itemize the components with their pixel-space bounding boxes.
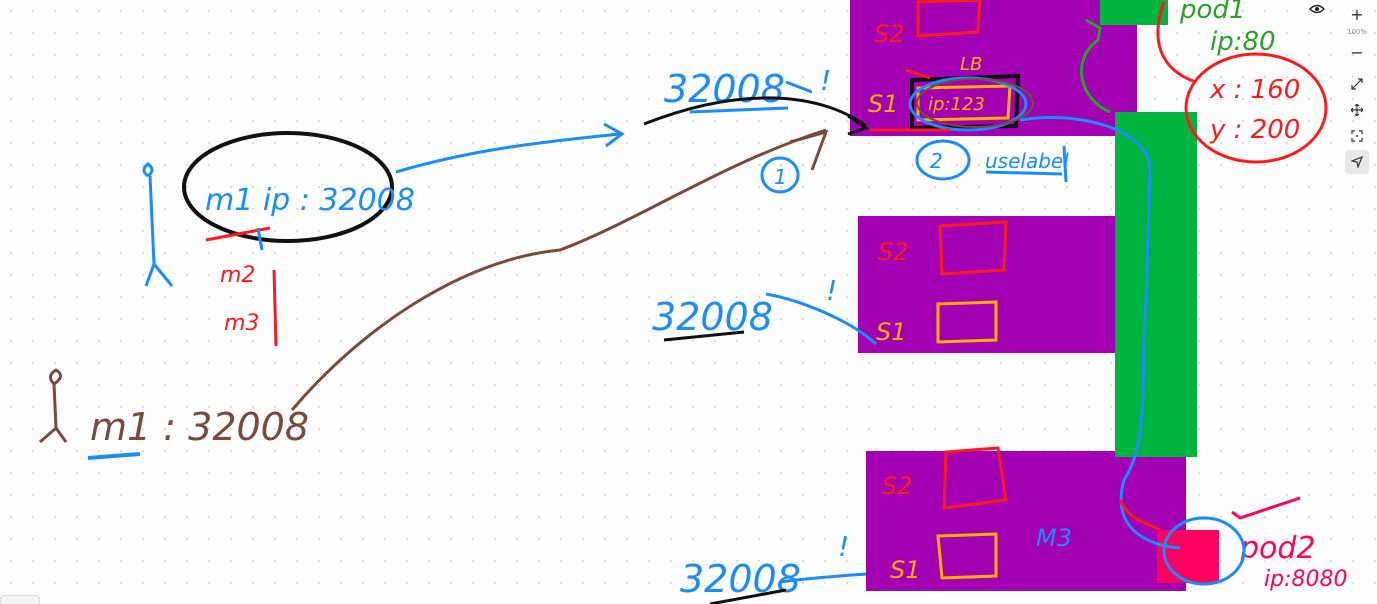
node1-lb-label: LB [960, 54, 982, 75]
pod1-y: y : 200 [1209, 115, 1300, 145]
node3-port-label: 32008 [680, 557, 801, 601]
eye-icon [1309, 4, 1325, 14]
visibility-toggle[interactable] [1305, 0, 1329, 18]
minus-icon: − [1350, 42, 1364, 62]
client2-underline [87, 452, 141, 460]
fullscreen-button[interactable] [1345, 72, 1369, 96]
client1-blue-tick [256, 227, 264, 251]
node3-name-label: M3 [1036, 524, 1072, 552]
expand-icon [1351, 78, 1363, 90]
circle-1-label: 1 [774, 165, 787, 189]
client1-stick-figure [142, 162, 174, 287]
pod1-x: x : 160 [1209, 75, 1300, 105]
pod2-ip: ip:8080 [1264, 567, 1347, 592]
node2-port-to-s1 [765, 292, 878, 346]
zoom-out-button[interactable]: − [1345, 40, 1369, 64]
node3-red-flow [1118, 499, 1161, 532]
circle-2-label: 2 [930, 149, 943, 173]
move-icon [1351, 104, 1363, 116]
node3-s1-label: S1 [890, 556, 921, 584]
plus-icon: + [1350, 4, 1364, 24]
client2-to-node1-arrow [290, 128, 829, 411]
pod2-check [1231, 496, 1301, 520]
zoom-toolbar: + 100% − [1337, 0, 1377, 180]
pointer-icon [1351, 156, 1363, 168]
node1-ip-label: ip:123 [928, 94, 985, 115]
node3-s1-box [936, 532, 998, 580]
node1-s2-box [916, 0, 982, 38]
node1-port-underline [689, 106, 789, 114]
node2-port-label: 32008 [652, 295, 773, 339]
node3-block [866, 451, 1186, 591]
green-pod1-hook [1080, 18, 1111, 114]
client1-m3: m3 [224, 311, 259, 336]
node2-port-underline [663, 330, 745, 342]
node2-s2-label: S2 [878, 238, 909, 266]
pod2-circle [1162, 516, 1246, 586]
zoom-in-button[interactable]: + [1345, 2, 1369, 26]
node1-lb-circle [908, 76, 1028, 132]
node3-port-to-node [779, 572, 867, 584]
black-to-node1-arrow [643, 96, 870, 136]
client1-m2: m2 [220, 263, 255, 288]
node1-s2-label: S2 [874, 20, 905, 48]
service-bar [1115, 112, 1197, 457]
uselabel-underline [985, 145, 1068, 183]
pod1-bar [1100, 0, 1168, 25]
node2-s1-box [936, 300, 998, 344]
node3-s2-box [942, 446, 1008, 510]
node3-s2-label: S2 [882, 472, 913, 500]
uselabel-note: uselabel [985, 149, 1069, 173]
node2-s1-label: S1 [876, 318, 907, 346]
node3-port-underline [709, 588, 787, 604]
node2-bang: ! [826, 274, 837, 307]
pod1-title: pod1 [1179, 0, 1245, 25]
node1-port-label: 32008 [664, 67, 785, 111]
node1-red-stroke [905, 68, 931, 80]
client1-red-bar [272, 269, 278, 347]
pod1-red-link [1156, 1, 1197, 84]
pod1-xy-circle [1184, 52, 1328, 164]
pointer-tool-button[interactable] [1345, 150, 1369, 174]
node1-port-tick [785, 80, 813, 94]
node1-bang: ! [820, 64, 831, 97]
node1-s1-label: S1 [868, 90, 899, 118]
bottom-panel-handle[interactable] [0, 595, 40, 604]
fit-screen-icon [1351, 130, 1363, 142]
pod1-ip: ip:80 [1210, 27, 1276, 57]
pan-button[interactable] [1345, 98, 1369, 122]
client1-to-port-arrow [395, 122, 625, 174]
fit-to-screen-button[interactable] [1345, 124, 1369, 148]
circle-2 [915, 139, 971, 181]
node3-bang: ! [838, 530, 849, 563]
client2-stick-figure [39, 368, 68, 444]
node2-block [858, 216, 1115, 353]
node2-s2-box [938, 220, 1008, 276]
lb-to-service-flow [1019, 116, 1181, 550]
client1-ellipse [182, 131, 394, 243]
client1-label: m1 ip : 32008 [205, 183, 415, 218]
pod2-title: pod2 [1239, 531, 1316, 566]
circle-1 [760, 156, 800, 194]
client2-label: m1 : 32008 [90, 405, 309, 449]
node1-lb-brown-circle [916, 78, 1034, 128]
zoom-level: 100% [1346, 28, 1367, 36]
